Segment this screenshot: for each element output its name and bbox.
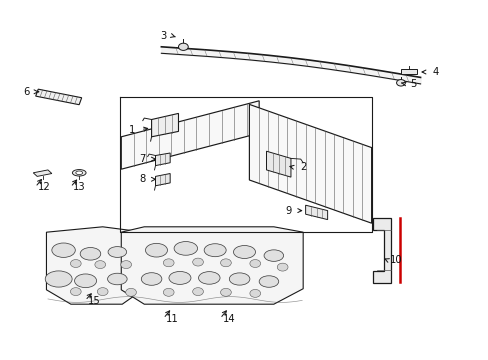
Text: 5: 5 [409, 78, 416, 89]
Text: 1: 1 [128, 125, 135, 135]
Ellipse shape [80, 248, 101, 260]
Circle shape [125, 288, 136, 296]
Ellipse shape [233, 246, 255, 258]
Circle shape [70, 288, 81, 296]
Text: 7: 7 [139, 154, 146, 164]
Ellipse shape [72, 170, 86, 176]
Ellipse shape [264, 250, 283, 261]
Text: 3: 3 [161, 31, 166, 41]
Polygon shape [372, 218, 390, 283]
Polygon shape [155, 153, 170, 166]
Circle shape [192, 258, 203, 266]
Text: 9: 9 [285, 206, 291, 216]
Ellipse shape [174, 242, 197, 255]
Circle shape [277, 263, 287, 271]
Polygon shape [33, 170, 52, 176]
Ellipse shape [45, 271, 72, 287]
Text: 12: 12 [38, 182, 50, 192]
Ellipse shape [169, 271, 190, 284]
Ellipse shape [145, 243, 167, 257]
Text: 2: 2 [299, 162, 306, 172]
Ellipse shape [198, 271, 220, 284]
Circle shape [249, 260, 260, 267]
Polygon shape [266, 151, 290, 177]
Ellipse shape [141, 273, 162, 285]
Text: 11: 11 [165, 314, 178, 324]
Ellipse shape [204, 244, 225, 257]
Circle shape [192, 288, 203, 296]
Polygon shape [305, 205, 327, 220]
Circle shape [396, 80, 405, 86]
Circle shape [249, 289, 260, 297]
Circle shape [163, 259, 174, 267]
Polygon shape [121, 227, 303, 304]
Text: 13: 13 [73, 182, 85, 192]
Polygon shape [151, 113, 178, 137]
Polygon shape [400, 69, 416, 74]
Ellipse shape [229, 273, 249, 285]
Text: 14: 14 [222, 314, 235, 324]
Text: 10: 10 [389, 255, 402, 265]
Polygon shape [155, 174, 170, 186]
Text: 6: 6 [23, 87, 30, 97]
Ellipse shape [52, 243, 75, 257]
Circle shape [97, 288, 108, 296]
Text: 15: 15 [87, 296, 100, 306]
Circle shape [220, 259, 231, 267]
Polygon shape [121, 101, 259, 169]
Text: 8: 8 [140, 174, 145, 184]
Ellipse shape [76, 171, 82, 175]
Ellipse shape [108, 247, 126, 257]
Polygon shape [46, 227, 144, 304]
Circle shape [70, 260, 81, 267]
Polygon shape [36, 89, 81, 105]
Circle shape [121, 261, 131, 269]
Ellipse shape [74, 274, 96, 288]
Polygon shape [249, 104, 371, 223]
Circle shape [178, 43, 188, 50]
Circle shape [95, 261, 105, 269]
Ellipse shape [107, 273, 127, 285]
Ellipse shape [259, 276, 278, 287]
Circle shape [163, 288, 174, 296]
Text: 4: 4 [431, 67, 437, 77]
Circle shape [220, 288, 231, 296]
